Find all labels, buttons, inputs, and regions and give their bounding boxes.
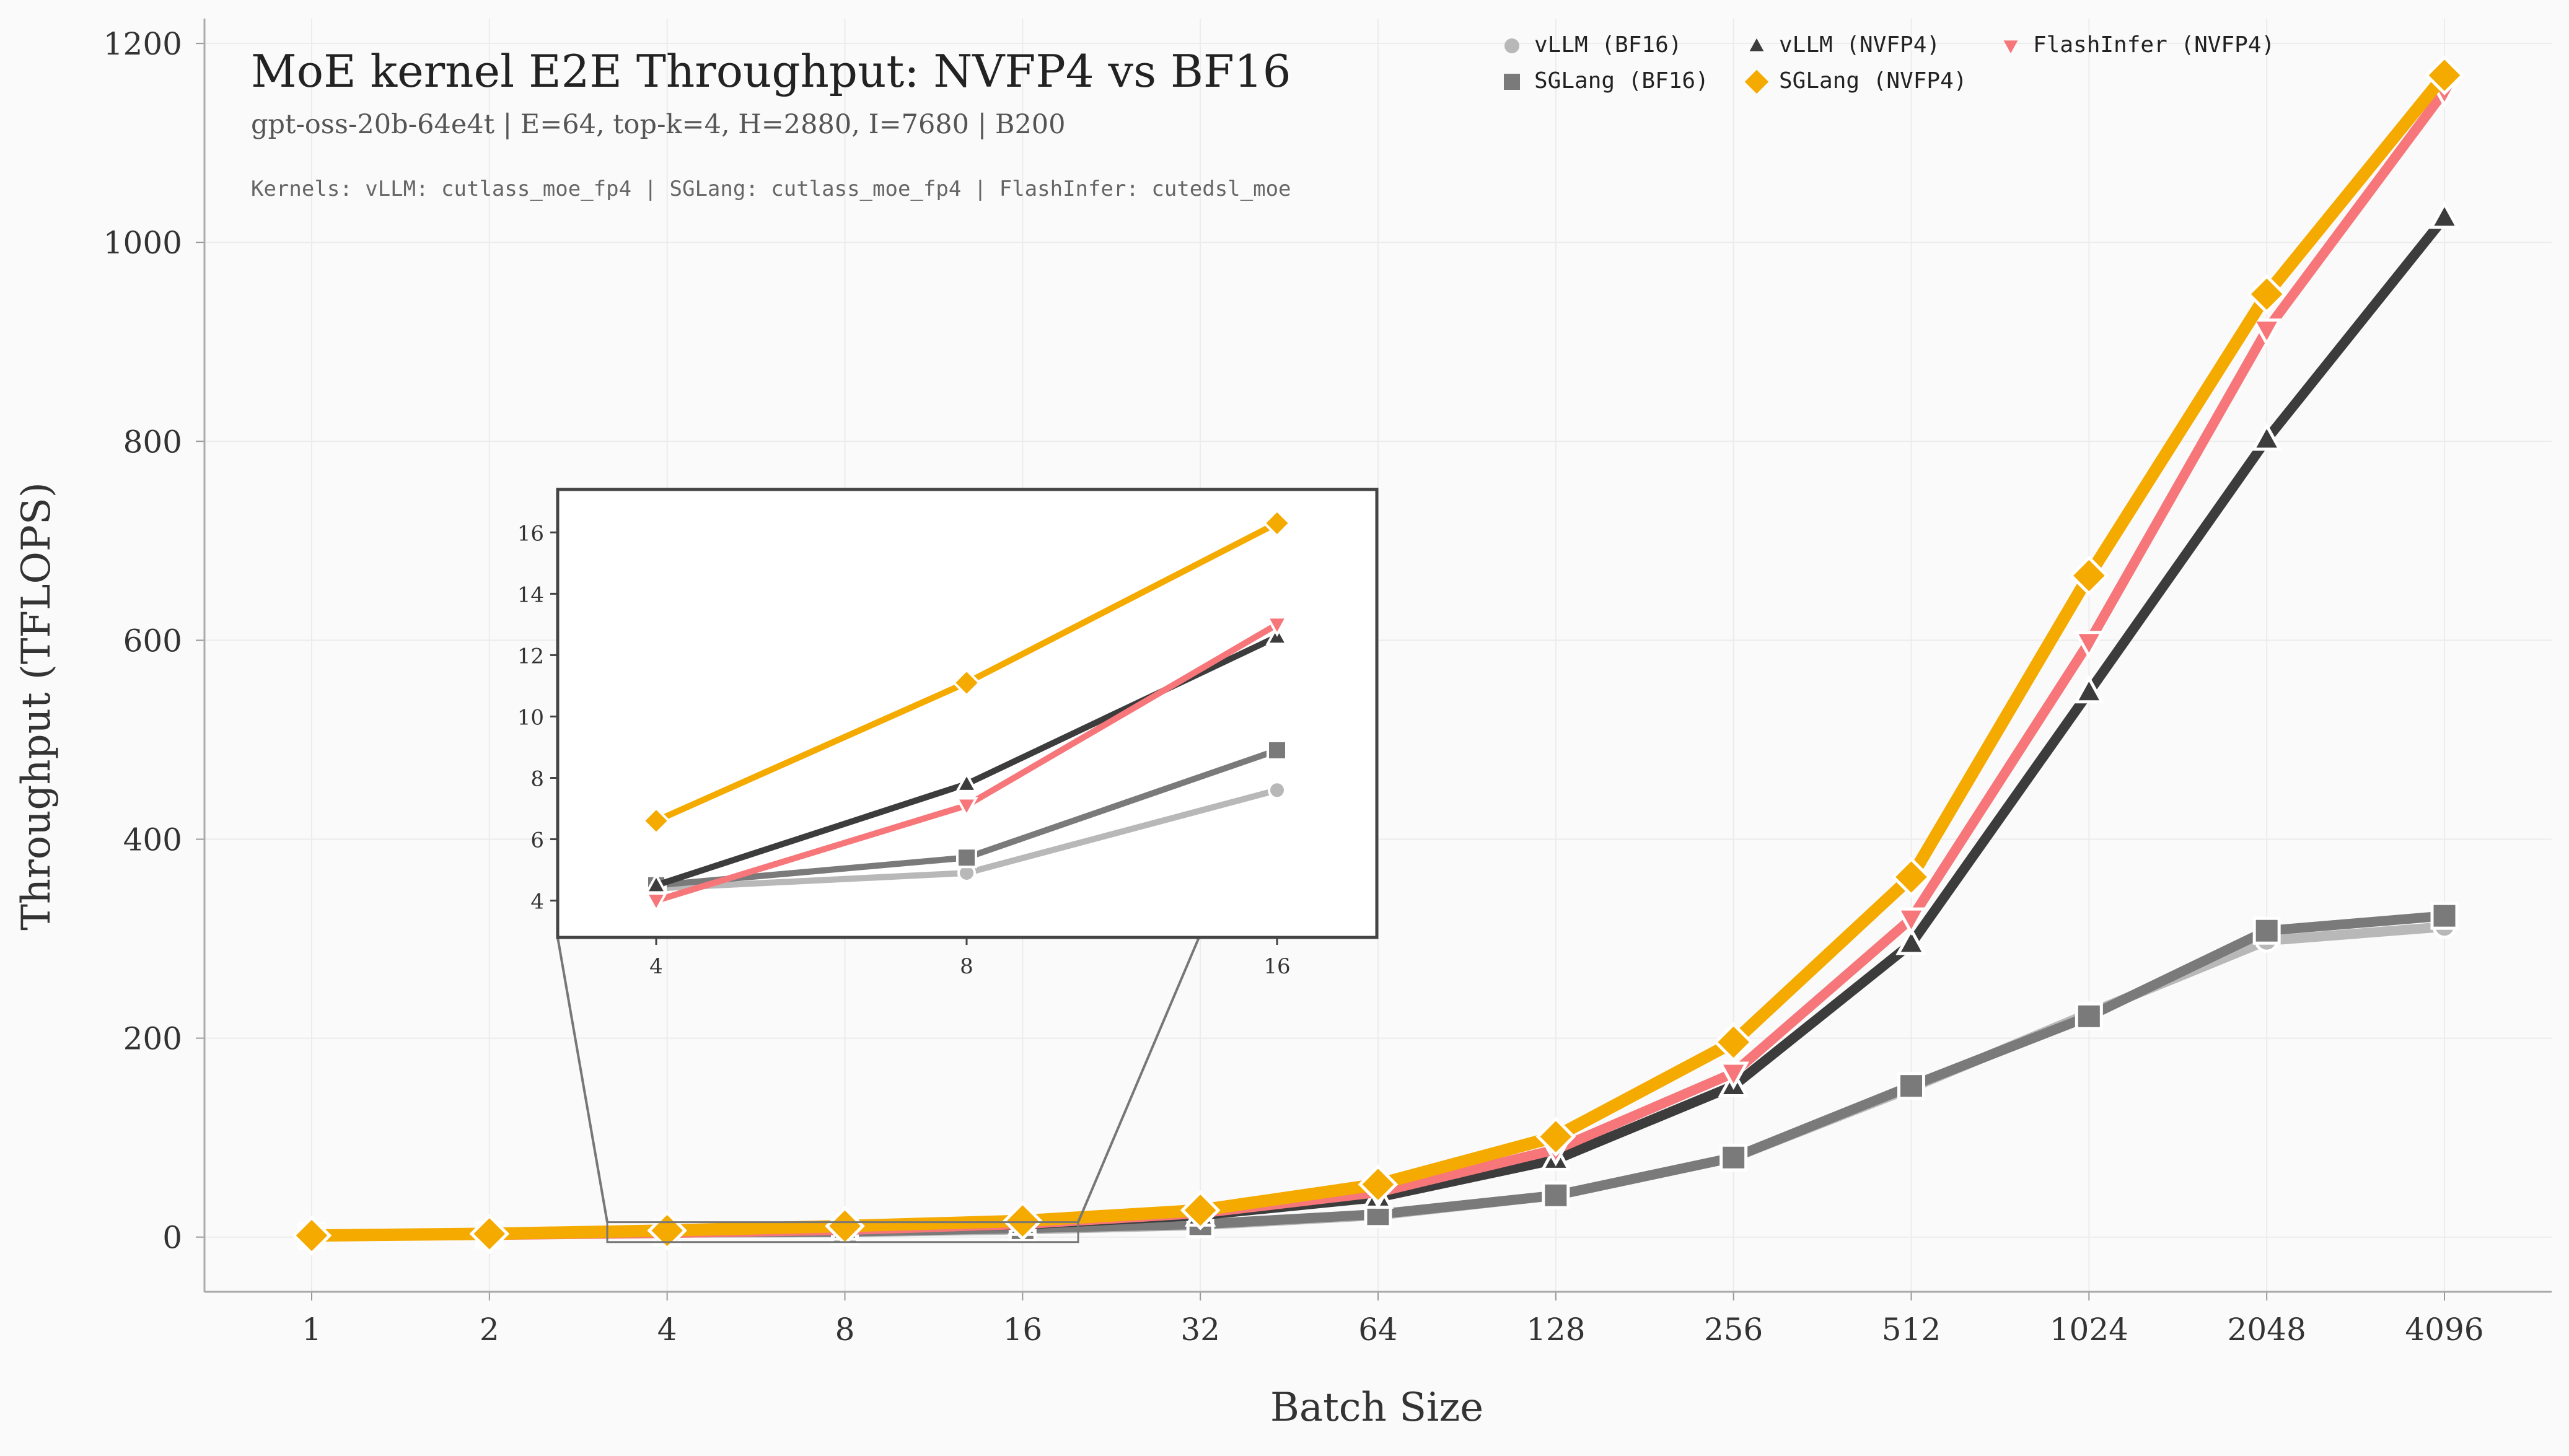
series-sglang-nvfp4 — [291, 55, 2465, 1256]
x-tick-label: 4096 — [2405, 1312, 2483, 1348]
data-point — [2424, 55, 2465, 95]
inset-data-point — [1267, 739, 1288, 761]
data-point — [1891, 857, 1931, 897]
data-point — [1713, 1022, 1754, 1063]
inset-data-point — [1268, 781, 1286, 800]
legend-label: SGLang (NVFP4) — [1779, 68, 1967, 94]
inset-y-tick-label: 6 — [530, 828, 544, 853]
x-tick-label: 512 — [1882, 1312, 1941, 1348]
y-tick-label: 1000 — [103, 225, 182, 261]
legend-entry-flashinfer-nvfp4: FlashInfer (NVFP4) — [2003, 32, 2275, 58]
data-point — [1897, 1072, 1925, 1100]
legend-label: vLLM (BF16) — [1534, 32, 1682, 58]
data-point — [825, 1206, 865, 1247]
inset-data-point — [956, 847, 977, 869]
inset-data-point — [1265, 616, 1289, 638]
legend-marker — [1749, 38, 1764, 51]
x-tick-label: 4 — [657, 1312, 677, 1348]
legend-label: vLLM (NVFP4) — [1779, 32, 1940, 58]
data-point — [291, 1215, 332, 1256]
data-point — [2251, 318, 2283, 347]
chart-subtitle: gpt-oss-20b-64e4t | E=64, top-k=4, H=288… — [251, 109, 1066, 140]
x-tick-label: 64 — [1358, 1312, 1398, 1348]
legend-entry-vllm-bf16: vLLM (BF16) — [1504, 32, 1682, 58]
series-layer — [291, 55, 2465, 1256]
y-tick-label: 200 — [123, 1021, 182, 1057]
x-tick-label: 1024 — [2050, 1312, 2128, 1348]
legend-marker — [1504, 38, 1519, 53]
legend-entry-sglang-bf16: SGLang (BF16) — [1504, 68, 1709, 94]
x-tick-label: 2048 — [2228, 1312, 2306, 1348]
data-point — [1180, 1190, 1221, 1230]
data-point — [2246, 274, 2287, 315]
data-point — [1542, 1181, 1570, 1209]
legend-marker — [2003, 40, 2018, 53]
legend-entry-vllm-nvfp4: vLLM (NVFP4) — [1749, 32, 1940, 58]
data-point — [1535, 1116, 1576, 1157]
legend-label: SGLang (BF16) — [1534, 68, 1709, 94]
inset-y-tick-label: 4 — [530, 890, 544, 914]
data-point — [1895, 926, 1927, 955]
inset-y-tick-label: 16 — [517, 521, 544, 546]
legend-label: FlashInfer (NVFP4) — [2033, 32, 2275, 58]
inset-x-tick-label: 4 — [649, 954, 663, 979]
inset-series-sglang-nvfp4 — [641, 509, 1292, 836]
x-tick-label: 256 — [1704, 1312, 1763, 1348]
inset-series-flashinfer-nvfp4 — [644, 616, 1289, 913]
data-point — [2428, 200, 2461, 229]
data-point — [1358, 1164, 1399, 1204]
inset-y-tick-label: 12 — [517, 644, 544, 669]
legend-entry-sglang-nvfp4: SGLang (NVFP4) — [1744, 68, 1967, 94]
data-point — [2073, 631, 2105, 659]
inset-data-point — [644, 892, 668, 913]
inset-data-point — [952, 668, 981, 698]
y-tick-label: 0 — [162, 1220, 182, 1256]
inset-layer: 4 6 8 10 12 14 16 4 8 16 — [517, 488, 1379, 1243]
data-point — [469, 1214, 510, 1254]
data-point — [1718, 1061, 1749, 1090]
inset-data-point — [1262, 509, 1292, 538]
chart-note: Kernels: vLLM: cutlass_moe_fp4 | SGLang:… — [251, 177, 1291, 201]
y-tick-label: 800 — [123, 424, 182, 460]
inset-x-tick-label: 8 — [960, 954, 973, 979]
inset-data-point — [641, 806, 671, 836]
zoom-region-box — [606, 1221, 1079, 1243]
chart-title: MoE kernel E2E Throughput: NVFP4 vs BF16 — [251, 45, 1291, 97]
inset-y-tick-label: 14 — [517, 582, 544, 607]
x-tick-label: 128 — [1526, 1312, 1585, 1348]
x-tick-label: 1 — [302, 1312, 322, 1348]
x-tick-label: 16 — [1003, 1312, 1043, 1348]
data-point — [2430, 901, 2459, 930]
x-tick-label: 8 — [835, 1312, 855, 1348]
zoom-connector-right — [1077, 937, 1200, 1223]
x-tick-label: 2 — [480, 1312, 499, 1348]
legend-marker — [1504, 74, 1520, 90]
inset-y-tick-label: 10 — [517, 705, 544, 730]
data-point — [2252, 916, 2281, 945]
data-point — [2075, 1002, 2103, 1030]
data-point — [2073, 675, 2105, 704]
data-point — [1895, 907, 1927, 936]
legend: vLLM (BF16) SGLang (BF16) vLLM (NVFP4) SGLa… — [1504, 32, 2275, 94]
inset-x-tick-label: 16 — [1263, 954, 1290, 979]
inset-data-point — [955, 771, 978, 792]
y-tick-label: 400 — [123, 822, 182, 858]
inset-y-tick-label: 8 — [530, 766, 544, 791]
x-tick-label: 32 — [1180, 1312, 1220, 1348]
data-point — [1002, 1201, 1043, 1241]
x-axis-label: Batch Size — [1270, 1385, 1483, 1431]
y-axis-label: Throughput (TFLOPS) — [14, 482, 59, 931]
data-point — [2251, 422, 2283, 451]
data-point — [2068, 555, 2109, 596]
y-tick-label: 600 — [123, 623, 182, 659]
legend-marker — [1744, 69, 1769, 94]
y-tick-label: 1200 — [103, 26, 182, 62]
inset-data-point — [955, 797, 978, 818]
zoom-connector-left — [556, 937, 608, 1222]
data-point — [1719, 1143, 1748, 1172]
